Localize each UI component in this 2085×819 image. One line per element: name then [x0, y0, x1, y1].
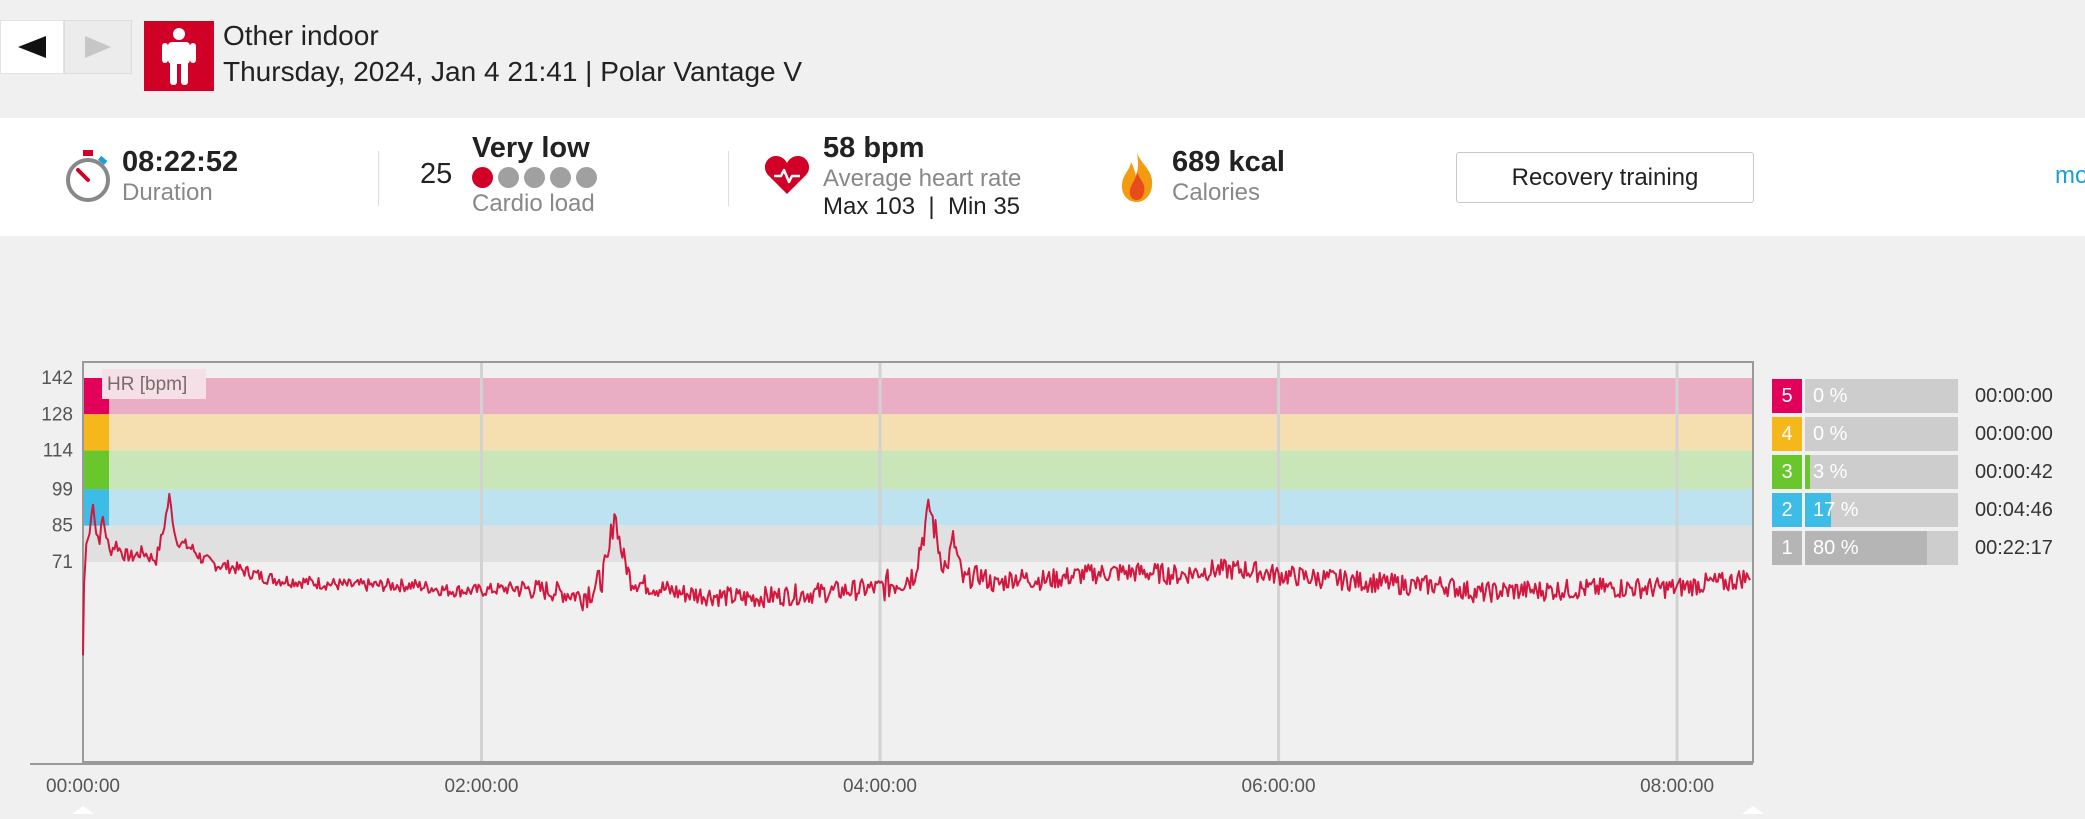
zone-band-3 — [83, 450, 1753, 490]
heart-rate-min-max: Max 103 | Min 35 — [823, 193, 1021, 221]
cardio-load-dot — [472, 167, 493, 188]
heart-rate-stat: 58 bpm Average heart rate Max 103 | Min … — [823, 132, 1021, 221]
zone-band-4 — [83, 414, 1753, 451]
flame-icon — [1118, 150, 1156, 209]
calories-label: Calories — [1172, 179, 1261, 206]
zone-percentage: 0 % — [1813, 385, 1848, 407]
zone-time: 00:00:42 — [1975, 461, 2053, 483]
duration-value: 08:22:52 — [122, 146, 239, 178]
zone-bar-track: 0 % — [1805, 417, 1958, 451]
sport-title: Other indoor — [223, 20, 379, 51]
more-link[interactable]: mo — [2055, 162, 2085, 189]
zone-bar-track: 3 % — [1805, 455, 1958, 489]
zone-marker-3 — [83, 450, 109, 490]
plot-frame — [82, 361, 1754, 763]
stopwatch-icon — [64, 148, 112, 209]
zone-number: 1 — [1772, 531, 1802, 565]
zone-time: 00:00:00 — [1975, 423, 2053, 445]
heart-icon — [764, 154, 810, 201]
next-session-button[interactable] — [64, 20, 132, 74]
max-heart-rate: Max 103 — [823, 193, 916, 220]
zone-bar-fill — [1805, 455, 1810, 489]
y-tick-label: 71 — [52, 552, 73, 573]
range-handle-end — [1742, 806, 1764, 814]
cardio-load-dot — [576, 167, 597, 188]
cardio-load-score: 25 — [420, 158, 453, 190]
heart-rate-chart-svg: 00:00:00 02:00:00 04:00:00 06:00:00 08:00:00… — [30, 361, 1764, 814]
session-date-device: Thursday, 2024, Jan 4 21:41 | Polar Vant… — [223, 56, 803, 87]
zone-row-2[interactable]: 2 17 % — [1772, 493, 1958, 527]
cardio-load-label: Cardio load — [472, 190, 595, 217]
y-axis-label-background — [102, 369, 206, 399]
calories-value: 689 kcal — [1172, 146, 1285, 178]
y-tick-label: 128 — [41, 404, 73, 425]
zone-number: 4 — [1772, 417, 1802, 451]
heart-rate-chart: 00:00:00 02:00:00 04:00:00 06:00:00 08:00:00… — [0, 330, 2085, 814]
cardio-load-dot — [498, 167, 519, 188]
zone-marker-4 — [83, 414, 109, 451]
zone-bar-track: 0 % — [1805, 379, 1958, 413]
zone-percentage: 0 % — [1813, 423, 1848, 445]
duration-label: Duration — [122, 179, 213, 206]
y-axis-label: HR [bpm] — [107, 374, 187, 395]
y-tick-label: 85 — [52, 516, 73, 537]
cardio-load-level: Very low — [472, 132, 590, 164]
zone-row-1[interactable]: 1 80 % — [1772, 531, 1958, 565]
triangle-left-icon — [18, 36, 46, 58]
zone-percentage: 80 % — [1813, 537, 1859, 559]
zone-bar-track: 17 % — [1805, 493, 1958, 527]
zone-percentage: 17 % — [1813, 499, 1859, 521]
zone-number: 2 — [1772, 493, 1802, 527]
cardio-load-dot — [524, 167, 545, 188]
range-handle-start — [72, 806, 94, 814]
triangle-right-icon — [85, 36, 111, 58]
person-standing-icon — [162, 28, 196, 85]
x-tick-label: 04:00:00 — [843, 776, 917, 797]
zone-number: 5 — [1772, 379, 1802, 413]
y-tick-label: 142 — [41, 368, 73, 389]
zone-bar-fill — [1805, 493, 1831, 527]
duration-stat: 08:22:52 Duration — [122, 146, 238, 207]
x-tick-label: 00:00:00 — [46, 776, 120, 797]
zone-bar-track: 80 % — [1805, 531, 1958, 565]
divider — [728, 151, 729, 206]
zone-percentage: 3 % — [1813, 461, 1848, 483]
cardio-load-stat: Very low Cardio load — [472, 132, 597, 218]
divider — [378, 151, 379, 206]
previous-session-button[interactable] — [0, 20, 64, 74]
separator: | — [928, 193, 935, 220]
avg-heart-rate-label: Average heart rate — [823, 165, 1022, 192]
x-tick-label: 08:00:00 — [1640, 776, 1714, 797]
cardio-load-dot — [550, 167, 571, 188]
calories-stat: 689 kcal Calories — [1172, 146, 1285, 207]
min-heart-rate: Min 35 — [947, 193, 1021, 220]
heart-rate-line — [82, 492, 1751, 656]
avg-heart-rate-value: 58 bpm — [823, 132, 925, 164]
y-tick-label: 114 — [43, 441, 74, 462]
sport-icon — [144, 21, 214, 91]
x-tick-label: 02:00:00 — [445, 776, 519, 797]
zone-number: 3 — [1772, 455, 1802, 489]
zone-bar-fill — [1805, 531, 1928, 565]
zone-time: 00:22:17 — [1975, 537, 2053, 559]
zone-row-4[interactable]: 4 0 % — [1772, 417, 1958, 451]
zone-row-3[interactable]: 3 3 % — [1772, 455, 1958, 489]
zone-band-5 — [83, 378, 1753, 415]
cardio-load-dots — [472, 167, 597, 188]
zone-marker-2 — [83, 489, 109, 526]
summary-bar: 08:22:52 Duration 25 Very low Cardio loa… — [0, 118, 2085, 236]
zone-band-2 — [83, 489, 1753, 526]
x-tick-label: 06:00:00 — [1242, 776, 1316, 797]
zone-time: 00:04:46 — [1975, 499, 2053, 521]
y-tick-label: 99 — [52, 479, 73, 500]
training-benefit-button[interactable]: Recovery training — [1456, 152, 1754, 203]
zone-row-5[interactable]: 5 0 % — [1772, 379, 1958, 413]
zone-time: 00:00:00 — [1975, 385, 2053, 407]
